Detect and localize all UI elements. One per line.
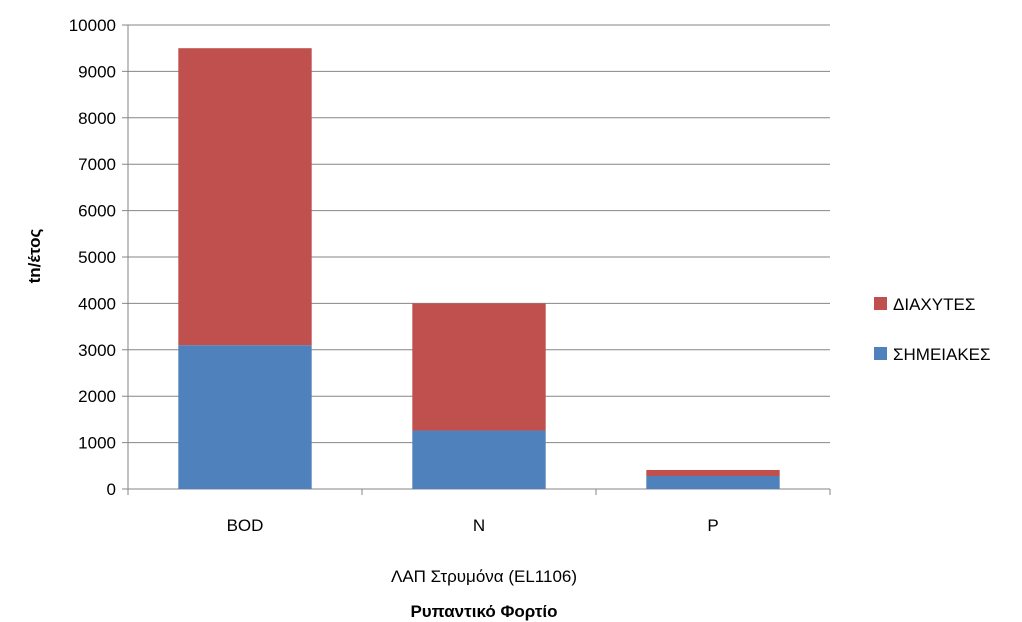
bar-p-series-0 <box>646 476 780 489</box>
y-tick-label: 7000 <box>78 155 116 174</box>
bar-n-series-1 <box>412 303 546 431</box>
y-tick-label: 8000 <box>78 109 116 128</box>
bar-n-series-0 <box>412 430 546 489</box>
x-axis-title: Ρυπαντικό Φορτίο <box>410 602 557 621</box>
x-tick-labels: BOD N P <box>227 516 719 535</box>
y-tick-label: 4000 <box>78 294 116 313</box>
y-tick-labels: 0 1000 2000 3000 4000 5000 6000 7000 8000 9000 100… <box>69 16 116 499</box>
bars-group <box>178 48 780 489</box>
y-tick-label: 9000 <box>78 62 116 81</box>
x-tick-label: BOD <box>227 516 264 535</box>
y-tick-label: 5000 <box>78 248 116 267</box>
legend-label: ΣΗΜΕΙΑΚΕΣ <box>893 345 991 364</box>
bar-p-series-1 <box>646 469 780 477</box>
x-axis-subtitle: ΛΑΠ Στρυμόνα (EL1106) <box>391 567 577 586</box>
legend-swatch <box>874 347 887 360</box>
y-tick-label: 1000 <box>78 434 116 453</box>
bar-bod-series-1 <box>178 48 312 346</box>
bar-bod-series-0 <box>178 345 312 489</box>
y-tick-label: 10000 <box>69 16 116 35</box>
y-axis-title: tn/έτος <box>25 228 44 283</box>
y-tick-label: 2000 <box>78 387 116 406</box>
legend-swatch <box>874 297 887 310</box>
y-tick-label: 0 <box>107 480 116 499</box>
y-tick-label: 3000 <box>78 341 116 360</box>
legend-label: ΔΙΑΧΥΤΕΣ <box>893 295 975 314</box>
legend: ΔΙΑΧΥΤΕΣ ΣΗΜΕΙΑΚΕΣ <box>874 295 991 364</box>
y-tick-label: 6000 <box>78 202 116 221</box>
x-tick-label: P <box>707 516 718 535</box>
x-tick-label: N <box>473 516 485 535</box>
